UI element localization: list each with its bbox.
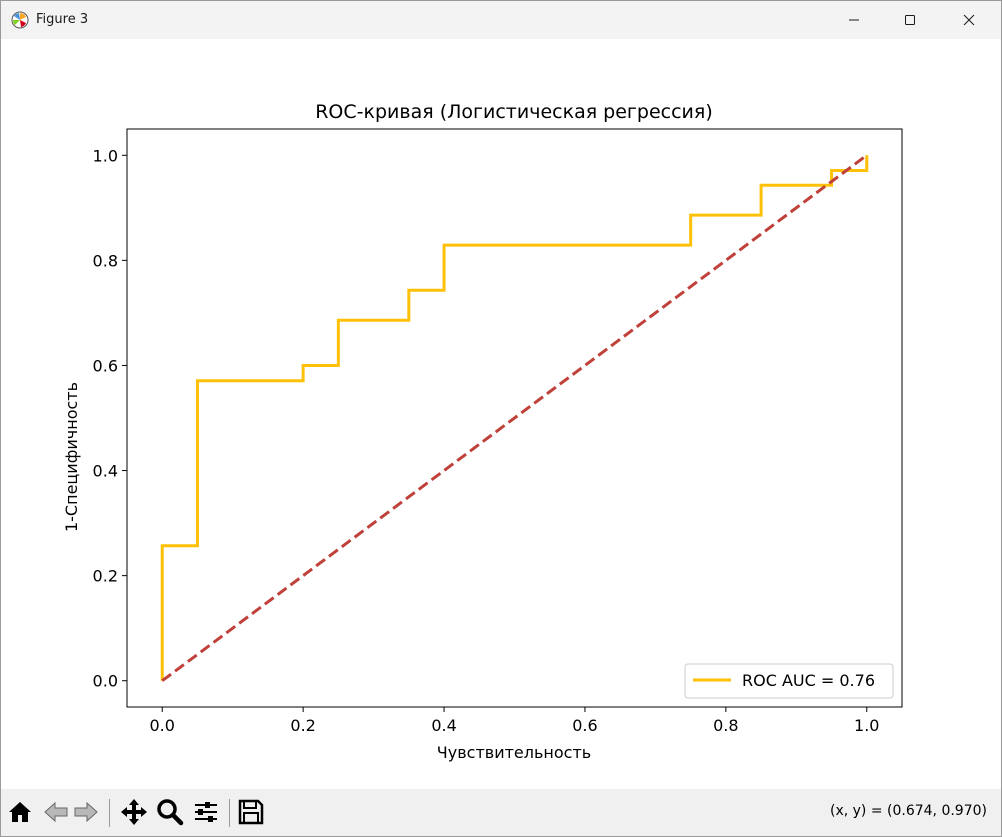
x-tick-label: 1.0 xyxy=(854,716,879,735)
x-tick-label: 0.0 xyxy=(150,716,175,735)
diagonal-reference-line xyxy=(161,154,868,682)
save-button[interactable] xyxy=(236,797,266,827)
close-icon xyxy=(963,14,975,26)
pan-icon xyxy=(121,799,147,825)
y-tick-label: 0.8 xyxy=(93,251,118,270)
maximize-icon xyxy=(905,15,915,25)
roc-curve-line xyxy=(160,155,869,681)
y-axis-label: 1-Специфичность xyxy=(62,382,81,532)
zoom-button[interactable] xyxy=(155,797,185,827)
y-tick-label: 1.0 xyxy=(93,146,118,165)
y-tick-label: 0.6 xyxy=(93,356,118,375)
toolbar-separator xyxy=(109,799,110,827)
maximize-button[interactable] xyxy=(887,1,933,39)
navigation-toolbar: (x, y) = (0.674, 0.970) xyxy=(1,789,1001,836)
roc-chart: ROC-кривая (Логистическая регрессия) Чув… xyxy=(62,101,903,762)
back-button[interactable] xyxy=(41,797,71,827)
close-button[interactable] xyxy=(946,1,992,39)
figure-canvas[interactable]: ROC-кривая (Логистическая регрессия) Чув… xyxy=(1,39,1001,789)
window-title: Figure 3 xyxy=(36,12,89,27)
forward-arrow-icon xyxy=(74,801,98,823)
y-tick-label: 0.0 xyxy=(93,672,118,691)
x-tick-label: 0.6 xyxy=(572,716,597,735)
legend-box xyxy=(684,663,894,699)
x-tick-label: 0.2 xyxy=(290,716,315,735)
forward-button[interactable] xyxy=(71,797,101,827)
y-tick-label: 0.4 xyxy=(93,462,118,481)
minimize-icon xyxy=(849,19,859,21)
title-bar[interactable]: Figure 3 xyxy=(1,1,1001,39)
x-axis-label: Чувствительность xyxy=(437,743,591,762)
minimize-button[interactable] xyxy=(831,1,877,39)
save-icon xyxy=(238,799,264,825)
plot-frame xyxy=(126,128,903,708)
matplotlib-icon xyxy=(11,11,29,29)
cursor-coordinates: (x, y) = (0.674, 0.970) xyxy=(829,803,987,819)
home-button[interactable] xyxy=(5,797,35,827)
zoom-icon xyxy=(157,799,184,826)
pan-button[interactable] xyxy=(119,797,149,827)
x-tick-label: 0.8 xyxy=(713,716,738,735)
legend: ROC AUC = 0.76 xyxy=(684,663,894,699)
chart-title: ROC-кривая (Логистическая регрессия) xyxy=(315,101,713,123)
y-tick-label: 0.2 xyxy=(93,567,118,586)
plot-layer xyxy=(160,154,869,682)
legend-label: ROC AUC = 0.76 xyxy=(742,671,875,690)
configure-subplots-button[interactable] xyxy=(191,797,221,827)
ticks-layer: 0.0 0.2 0.4 0.6 0.8 1.0 0.0 0.2 0.4 0.6 0.8 1.0 xyxy=(93,146,880,735)
home-icon xyxy=(9,802,31,822)
x-tick-label: 0.4 xyxy=(431,716,456,735)
back-arrow-icon xyxy=(44,801,68,823)
toolbar-separator xyxy=(229,799,230,827)
configure-subplots-icon xyxy=(195,802,217,822)
